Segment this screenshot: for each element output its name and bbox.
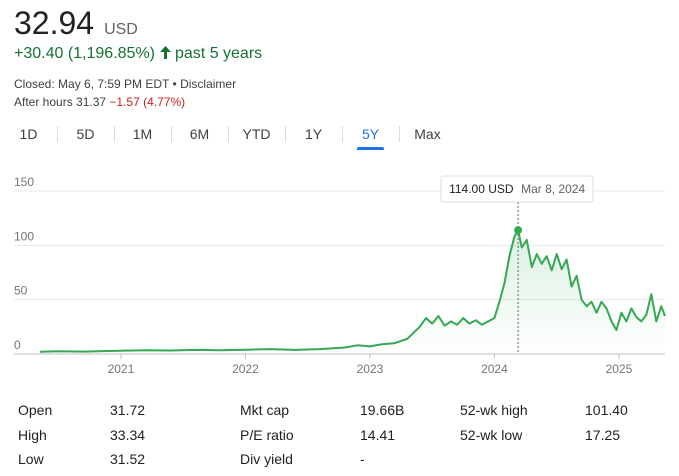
- stat-value-mkt-cap: 19.66B: [360, 402, 405, 419]
- tab-1m[interactable]: 1M: [114, 120, 171, 150]
- currency-code: USD: [104, 21, 138, 38]
- stat-label-low: Low: [18, 451, 44, 468]
- tooltip-date: Mar 8, 2024: [521, 182, 585, 196]
- stats-row: High 33.34 P/E ratio 14.41 52-wk low 17.…: [18, 423, 668, 448]
- y-tick-label: 100: [14, 229, 34, 243]
- stat-value-52wk-low: 17.25: [585, 426, 621, 443]
- closed-time: Closed: May 6, 7:59 PM EDT: [14, 77, 170, 91]
- price-line: [39, 229, 666, 353]
- chart-tooltip: 114.00 USD Mar 8, 2024: [440, 175, 594, 203]
- stat-value-high: 33.34: [110, 426, 146, 443]
- stats-table: Open 31.72 Mkt cap 19.66B 52-wk high 101…: [18, 398, 668, 472]
- stat-value-pe-ratio: 14.41: [360, 426, 396, 443]
- after-hours-price: After hours 31.37: [14, 95, 107, 109]
- change-value: +30.40 (1,196.85%): [14, 45, 155, 62]
- x-tick-label: 2025: [606, 362, 633, 376]
- stat-label-div-yield: Div yield: [240, 451, 293, 468]
- stats-row: Low 31.52 Div yield -: [18, 447, 668, 472]
- quote-header: 32.94 USD +30.40 (1,196.85%) past 5 year…: [14, 4, 262, 111]
- arrow-up-icon: [160, 45, 171, 63]
- y-tick-label: 0: [14, 338, 21, 352]
- y-tick-label: 150: [14, 175, 34, 189]
- disclaimer-link[interactable]: Disclaimer: [180, 77, 237, 91]
- tab-max[interactable]: Max: [399, 120, 456, 150]
- tab-ytd[interactable]: YTD: [228, 120, 285, 150]
- x-tick-label: 2023: [357, 362, 384, 376]
- stat-label-mkt-cap: Mkt cap: [240, 402, 290, 419]
- price-row: 32.94 USD: [14, 4, 262, 42]
- after-hours-change: −1.57 (4.77%): [109, 95, 186, 109]
- stat-value-low: 31.52: [110, 451, 146, 468]
- stat-value-52wk-high: 101.40: [585, 402, 628, 419]
- current-price: 32.94: [14, 5, 95, 41]
- price-chart[interactable]: 0 50 100 150 2021 2022 2023 2024 2025 114.00 US…: [0, 170, 679, 385]
- tab-1d[interactable]: 1D: [19, 126, 38, 142]
- tab-5d[interactable]: 5D: [57, 120, 114, 150]
- range-tabs: 1D 5D 1M 6M YTD 1Y 5Y Max: [0, 120, 679, 150]
- x-tick-label: 2022: [232, 362, 259, 376]
- stat-label-52wk-low: 52-wk low: [460, 426, 523, 443]
- tab-6m[interactable]: 6M: [171, 120, 228, 150]
- stat-value-open: 31.72: [110, 402, 146, 419]
- change-period: past 5 years: [175, 45, 263, 62]
- x-tick-label: 2024: [481, 362, 508, 376]
- stat-label-pe-ratio: P/E ratio: [240, 426, 294, 443]
- tab-1y[interactable]: 1Y: [285, 120, 342, 150]
- stat-value-div-yield: -: [360, 451, 365, 468]
- separator-dot: •: [172, 77, 177, 91]
- x-tick-label: 2021: [108, 362, 135, 376]
- y-tick-label: 50: [14, 284, 28, 298]
- stat-label-open: Open: [18, 402, 53, 419]
- stat-label-high: High: [18, 426, 47, 443]
- tooltip-value: 114.00 USD: [449, 182, 514, 196]
- tab-5y[interactable]: 5Y: [342, 120, 399, 150]
- price-area: [40, 230, 665, 354]
- stats-row: Open 31.72 Mkt cap 19.66B 52-wk high 101…: [18, 398, 668, 423]
- stat-label-52wk-high: 52-wk high: [460, 402, 528, 419]
- price-change: +30.40 (1,196.85%) past 5 years: [14, 45, 262, 63]
- market-status: Closed: May 6, 7:59 PM EDT • Disclaimer …: [14, 75, 262, 111]
- hover-point: [514, 226, 523, 235]
